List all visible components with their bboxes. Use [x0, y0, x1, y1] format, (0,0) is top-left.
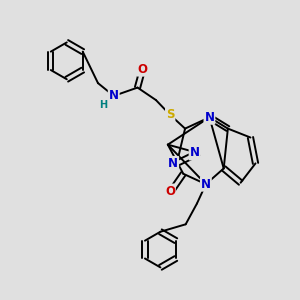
Text: O: O	[165, 184, 175, 197]
Text: N: N	[201, 178, 211, 191]
Text: N: N	[109, 89, 119, 102]
Text: N: N	[168, 157, 178, 170]
Text: S: S	[166, 108, 175, 122]
Text: N: N	[190, 146, 200, 160]
Text: O: O	[138, 63, 148, 76]
Text: H: H	[99, 100, 107, 110]
Text: N: N	[204, 111, 214, 124]
